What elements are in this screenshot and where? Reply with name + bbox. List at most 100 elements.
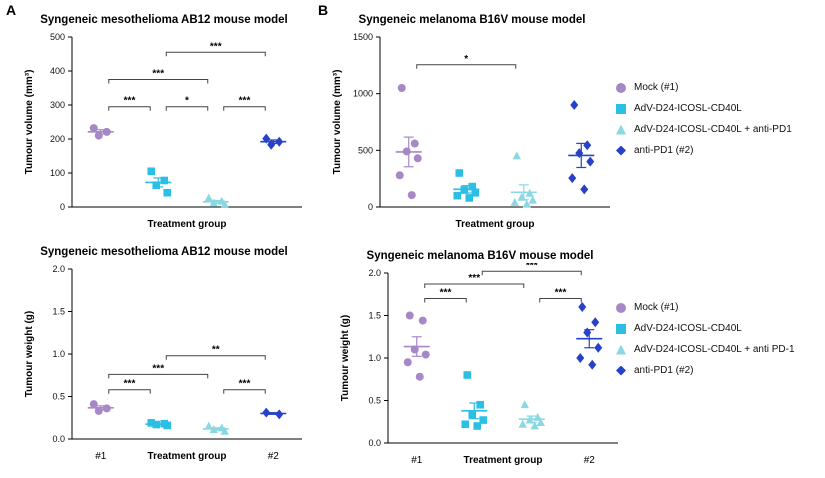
data-point [209, 425, 218, 434]
significance-label: *** [152, 363, 164, 374]
data-point [152, 181, 161, 190]
significance-label: *** [210, 41, 222, 52]
legend-label: AdV-D24-ICOSL-CD40L + anti PD-1 [634, 344, 795, 355]
significance-bracket [108, 79, 209, 84]
y-tick-label: 0 [60, 202, 65, 212]
y-tick-label: 200 [50, 134, 65, 144]
data-point [530, 421, 539, 430]
adv-antipd1-triangle-icon [616, 124, 626, 135]
x-axis-label: Treatment group [148, 219, 227, 230]
data-point [204, 421, 213, 430]
legend-weight: Mock (#1) AdV-D24-ICOSL-CD40L AdV-D24-IC… [616, 302, 795, 376]
data-point [583, 327, 592, 338]
data-point [463, 371, 472, 379]
y-axis-label: Tumour volume (mm³) [332, 70, 343, 175]
data-point [421, 350, 430, 359]
data-point [160, 176, 169, 185]
ab12-tumour-volume-plot: 0 100 200 300 400 500 Tumour volume (mm³) Treat… [24, 32, 302, 230]
data-point [460, 186, 469, 194]
data-point [163, 421, 172, 430]
significance-label: *** [124, 96, 136, 107]
data-point [580, 184, 589, 195]
data-point [468, 182, 477, 191]
data-point [415, 372, 424, 381]
y-tick-label: 0 [368, 202, 373, 212]
y-tick-label: 2.0 [368, 268, 381, 278]
data-point [397, 84, 406, 92]
data-point [89, 124, 98, 133]
chart-title: Syngeneic melanoma B16V mouse model [358, 14, 586, 26]
data-point [209, 198, 218, 207]
legend-item: Mock (#1) [616, 82, 792, 93]
data-point [152, 420, 161, 429]
y-tick-label: 1.5 [368, 311, 381, 321]
data-point [89, 400, 98, 409]
data-point [262, 133, 271, 144]
significance-bracket [481, 270, 582, 276]
y-tick-label: 1.0 [368, 353, 381, 363]
data-point [395, 171, 404, 180]
y-tick-label: 0.0 [368, 438, 381, 448]
legend-label: Mock (#1) [634, 82, 679, 93]
data-point [410, 345, 419, 354]
data-point [528, 195, 537, 204]
significance-label: *** [440, 288, 452, 299]
significance-bracket [223, 106, 266, 111]
legend-label: AdV-D24-ICOSL-CD40L [634, 103, 742, 114]
data-point [220, 426, 229, 435]
data-point [220, 200, 229, 209]
data-point [517, 192, 526, 201]
significance-bracket [424, 298, 467, 303]
y-tick-label: 100 [50, 168, 65, 178]
data-point [94, 131, 103, 140]
data-point [578, 302, 587, 312]
ab12-tumour-weight-chart: Syngeneic mesothelioma AB12 mouse model … [18, 246, 310, 476]
y-tick-label: 500 [50, 32, 65, 42]
x-axis-label: Treatment group [464, 455, 543, 466]
b16v-tumour-volume-chart: Syngeneic melanoma B16V mouse model 0 500… [326, 14, 618, 244]
panel-b-label: B [318, 2, 329, 18]
significance-bracket [108, 389, 151, 394]
significance-label: *** [152, 69, 164, 80]
data-point [262, 407, 271, 418]
legend-label: AdV-D24-ICOSL-CD40L [634, 323, 742, 334]
data-point [402, 147, 411, 156]
data-point [461, 420, 470, 429]
y-tick-label: 1000 [353, 89, 373, 99]
adv-antipd1-triangle-icon [616, 344, 626, 355]
significance-label: * [185, 96, 189, 107]
y-tick-label: 0.5 [52, 392, 65, 402]
adv-square-icon [616, 323, 626, 334]
significance-bracket [165, 355, 266, 360]
significance-bracket [165, 51, 266, 57]
significance-label: *** [555, 288, 567, 299]
legend-label: anti-PD1 (#2) [634, 145, 694, 156]
legend-item: AdV-D24-ICOSL-CD40L [616, 103, 792, 114]
legend-item: anti-PD1 (#2) [616, 365, 795, 376]
significance-label: ** [212, 345, 220, 356]
y-tick-label: 2.0 [52, 264, 65, 274]
significance-bracket [416, 64, 517, 69]
legend-volume: Mock (#1) AdV-D24-ICOSL-CD40L AdV-D24-IC… [616, 82, 792, 156]
x-tick-label: #1 [95, 451, 107, 462]
ab12-tumour-weight-plot: 0.0 0.5 1.0 1.5 2.0 Tumour weight (g) Treatmen… [24, 264, 302, 462]
y-tick-label: 1.5 [52, 307, 65, 317]
data-point [588, 359, 597, 370]
b16v-tumour-volume-plot: 0 500 1000 1500 Tumour volume (mm³) Treatment… [332, 32, 610, 230]
legend-item: AdV-D24-ICOSL-CD40L [616, 323, 795, 334]
data-point [594, 342, 603, 353]
significance-label: *** [239, 96, 251, 107]
data-point [275, 409, 284, 420]
data-point [576, 353, 585, 363]
y-axis-label: Tumour weight (g) [340, 315, 351, 401]
data-point [413, 154, 422, 163]
data-point [407, 191, 416, 200]
x-tick-label: #2 [268, 451, 280, 462]
legend-item: AdV-D24-ICOSL-CD40L + anti-PD1 [616, 124, 792, 135]
y-tick-label: 400 [50, 66, 65, 76]
data-point [403, 358, 412, 367]
significance-bracket [108, 106, 151, 111]
data-point [471, 189, 480, 197]
legend-label: Mock (#1) [634, 302, 679, 313]
